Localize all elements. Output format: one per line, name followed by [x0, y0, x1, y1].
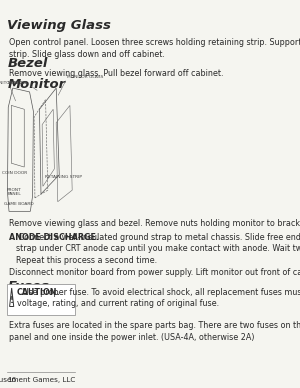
Text: Monitor: Monitor [8, 78, 66, 92]
Text: 16: 16 [8, 377, 17, 383]
Text: Viewing Glass: Viewing Glass [8, 19, 111, 32]
Text: Connect a well-insulated ground strap to metal chassis. Slide free end of ground: Connect a well-insulated ground strap to… [16, 232, 300, 265]
Text: CAUTION.: CAUTION. [16, 288, 60, 296]
Text: Disconnect monitor board from power supply. Lift monitor out front of cabinet.: Disconnect monitor board from power supp… [9, 268, 300, 277]
Text: voltage, rating, and current rating of original fuse.: voltage, rating, and current rating of o… [16, 299, 219, 308]
Text: !: ! [10, 296, 14, 305]
Text: FRONT
PANEL: FRONT PANEL [7, 188, 22, 196]
Text: Bezel: Bezel [8, 57, 48, 70]
Text: ANODE DISCHARGE.: ANODE DISCHARGE. [9, 232, 99, 241]
Text: Midway Amusement Games, LLC: Midway Amusement Games, LLC [0, 377, 75, 383]
Text: COIN DOOR: COIN DOOR [2, 171, 27, 175]
Text: Use proper fuse. To avoid electrical shock, all replacement fuses must match the: Use proper fuse. To avoid electrical sho… [20, 288, 300, 296]
Text: RETAINING STRIP: RETAINING STRIP [45, 175, 82, 178]
Text: Open control panel. Loosen three screws holding retaining strip. Support glass w: Open control panel. Loosen three screws … [9, 38, 300, 59]
FancyBboxPatch shape [8, 284, 75, 315]
Text: Remove viewing glass and bezel. Remove nuts holding monitor to brackets. Perform: Remove viewing glass and bezel. Remove n… [9, 219, 300, 228]
Text: Fuses: Fuses [8, 280, 50, 293]
Text: Remove viewing glass. Pull bezel forward off cabinet.: Remove viewing glass. Pull bezel forward… [9, 69, 224, 78]
Text: MONITOR GLASS: MONITOR GLASS [67, 75, 103, 79]
Text: Extra fuses are located in the spare parts bag. There are two fuses on the CPU b: Extra fuses are located in the spare par… [9, 321, 300, 342]
Text: MONITOR: MONITOR [8, 81, 28, 85]
Text: MONITOR BEZEL: MONITOR BEZEL [0, 81, 28, 85]
Text: GAME BOARD: GAME BOARD [4, 202, 34, 206]
